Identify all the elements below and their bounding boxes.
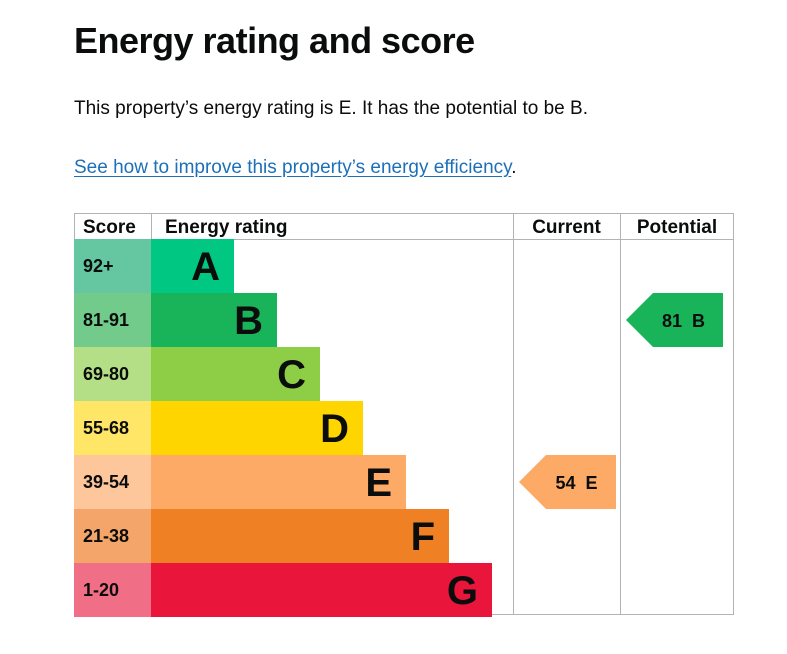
potential-rating-label: 81 B [626, 293, 723, 347]
current-score-value: 54 [555, 473, 576, 493]
rating-bar-c: C [151, 347, 320, 401]
current-letter-value: E [585, 473, 598, 493]
score-range-g: 1-20 [74, 563, 151, 617]
score-range-e: 39-54 [74, 455, 151, 509]
rating-bar-d: D [151, 401, 363, 455]
potential-score-value: 81 [661, 311, 683, 331]
potential-column-divider [620, 213, 621, 615]
current-rating-label: 54 E [519, 455, 616, 509]
header-potential: Potential [636, 217, 718, 238]
rating-summary: This property’s energy rating is E. It h… [74, 98, 588, 119]
current-rating-arrow: 54 E [519, 455, 616, 509]
score-range-d: 55-68 [74, 401, 151, 455]
rating-bar-g: G [151, 563, 492, 617]
header-current: Current [532, 217, 601, 238]
link-suffix: . [511, 157, 517, 178]
improve-efficiency-link[interactable]: See how to improve this property’s energ… [74, 157, 512, 178]
rating-bar-b: B [151, 293, 277, 347]
current-arrow-shape [519, 455, 616, 509]
score-column-divider [151, 213, 152, 240]
score-range-c: 69-80 [74, 347, 151, 401]
rating-bar-f: F [151, 509, 449, 563]
improve-link-line: See how to improve this property’s energ… [74, 155, 517, 180]
potential-arrow-shape [626, 293, 723, 347]
header-score: Score [83, 217, 136, 238]
potential-letter-value: B [692, 311, 706, 331]
energy-rating-chart: Score Energy rating Current Potential 92… [74, 213, 734, 617]
current-column-divider [513, 213, 514, 615]
potential-rating-arrow: 81 B [626, 293, 723, 347]
score-range-b: 81-91 [74, 293, 151, 347]
rating-bar-e: E [151, 455, 406, 509]
page-title: Energy rating and score [74, 20, 475, 61]
rating-bar-a: A [151, 239, 234, 293]
score-range-a: 92+ [74, 239, 151, 293]
header-divider [74, 239, 734, 240]
header-energy-rating: Energy rating [165, 217, 288, 238]
score-range-f: 21-38 [74, 509, 151, 563]
